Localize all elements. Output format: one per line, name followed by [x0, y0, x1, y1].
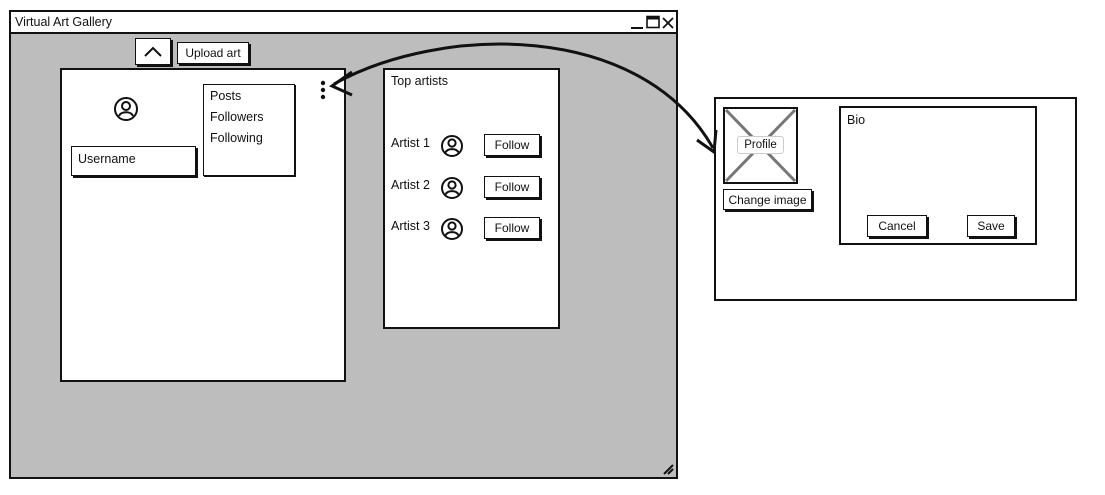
- window-title: Virtual Art Gallery: [15, 15, 113, 29]
- resize-grip-icon[interactable]: [661, 462, 675, 476]
- vertical-dots-icon[interactable]: [319, 80, 327, 102]
- user-circle-icon: [441, 218, 463, 240]
- edit-profile-window: Profile Change image Bio Cancel Save: [714, 97, 1077, 301]
- title-bar: Virtual Art Gallery: [11, 12, 676, 34]
- close-icon[interactable]: [661, 16, 675, 30]
- user-circle-icon: [441, 177, 463, 199]
- bio-label: Bio: [847, 113, 866, 127]
- user-circle-icon: [114, 97, 138, 121]
- artist-row: Artist 3 Follow: [385, 215, 558, 243]
- collapse-button[interactable]: [135, 38, 171, 65]
- username-value: Username: [78, 152, 136, 166]
- minimize-icon[interactable]: [630, 16, 644, 30]
- change-image-button[interactable]: Change image: [723, 189, 812, 210]
- top-artists-title: Top artists: [391, 74, 448, 88]
- stat-posts[interactable]: Posts: [210, 89, 242, 103]
- cancel-button[interactable]: Cancel: [867, 215, 927, 237]
- top-artists-panel: Top artists Artist 1 Follow Artist 2 Fol…: [383, 68, 560, 329]
- user-circle-icon: [441, 135, 463, 157]
- main-window: Virtual Art Gallery Upload art Username: [9, 10, 678, 479]
- artist-name: Artist 2: [391, 178, 430, 192]
- username-field[interactable]: Username: [71, 146, 196, 176]
- stats-list: Posts Followers Following: [203, 84, 295, 176]
- follow-button[interactable]: Follow: [484, 134, 540, 156]
- stat-followers[interactable]: Followers: [210, 110, 264, 124]
- save-button[interactable]: Save: [967, 215, 1015, 237]
- artist-name: Artist 3: [391, 219, 430, 233]
- bio-textarea[interactable]: Bio Cancel Save: [839, 106, 1037, 245]
- profile-image-label: Profile: [737, 136, 784, 154]
- profile-image-placeholder: Profile: [723, 107, 798, 184]
- upload-art-button[interactable]: Upload art: [177, 42, 249, 64]
- chevron-up-icon: [144, 46, 162, 57]
- artist-row: Artist 1 Follow: [385, 132, 558, 160]
- profile-panel: Username Posts Followers Following: [60, 68, 346, 382]
- maximize-icon[interactable]: [646, 15, 660, 29]
- follow-button[interactable]: Follow: [484, 176, 540, 198]
- artist-row: Artist 2 Follow: [385, 174, 558, 202]
- follow-button[interactable]: Follow: [484, 217, 540, 239]
- stat-following[interactable]: Following: [210, 131, 263, 145]
- artist-name: Artist 1: [391, 136, 430, 150]
